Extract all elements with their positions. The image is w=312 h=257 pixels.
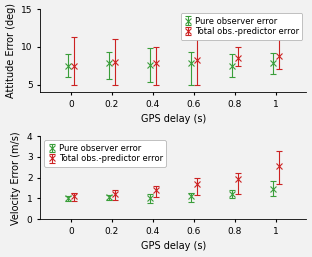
Y-axis label: Velocity Error (m/s): Velocity Error (m/s): [11, 131, 21, 225]
Legend: Pure observer error, Total obs.-predictor error: Pure observer error, Total obs.-predicto…: [181, 13, 302, 40]
Y-axis label: Attitude Error (deg): Attitude Error (deg): [6, 3, 16, 98]
X-axis label: GPS delay (s): GPS delay (s): [141, 114, 206, 124]
X-axis label: GPS delay (s): GPS delay (s): [141, 241, 206, 251]
Legend: Pure observer error, Total obs.-predictor error: Pure observer error, Total obs.-predicto…: [44, 140, 166, 167]
